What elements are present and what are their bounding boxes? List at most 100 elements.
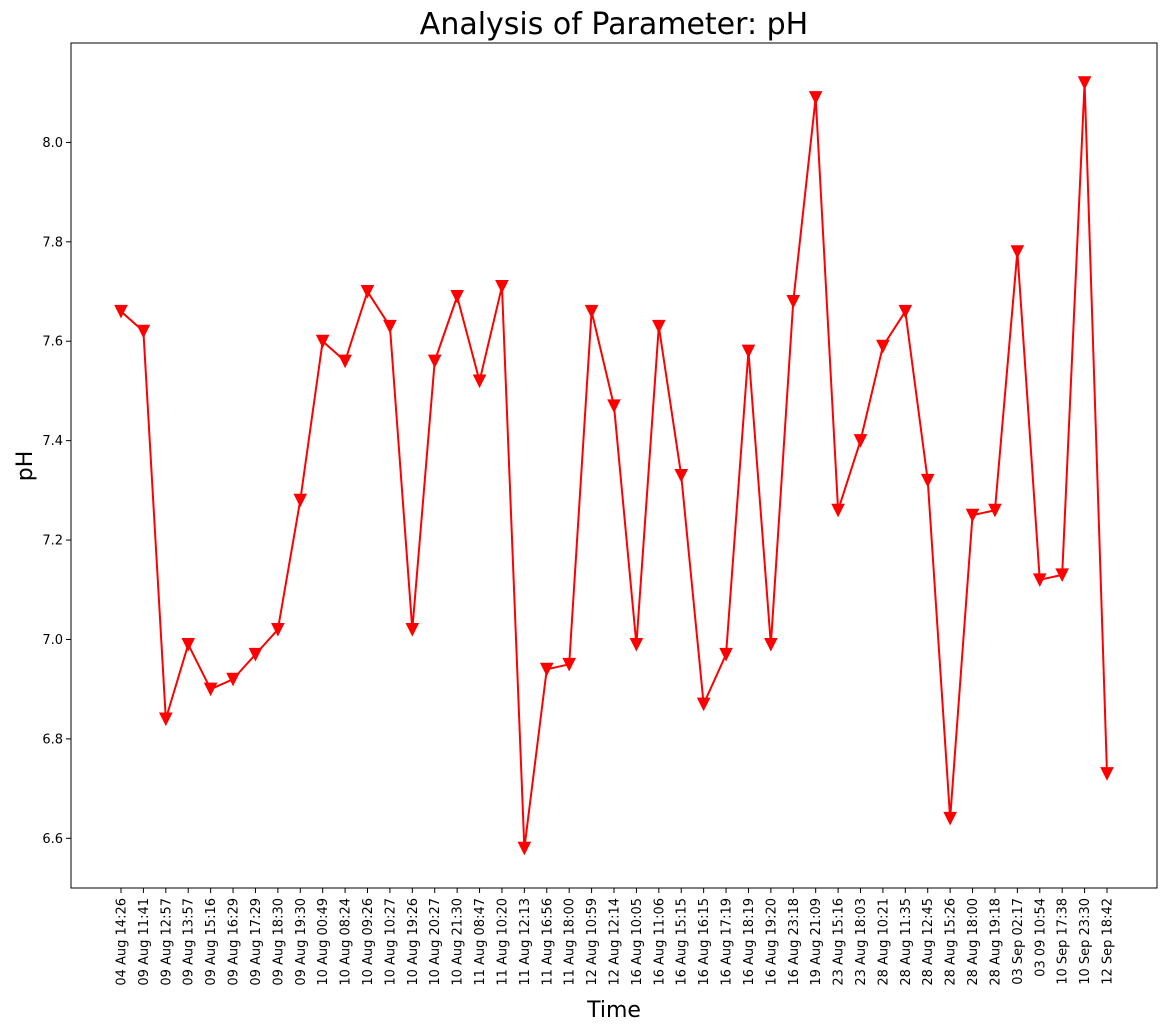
x-tick-label: 11 Aug 12:13 [518, 898, 533, 986]
x-tick-label: 10 Aug 00:49 [316, 898, 331, 986]
data-point-marker [562, 657, 576, 672]
data-point-marker [293, 493, 308, 508]
data-point-marker [898, 304, 913, 319]
data-point-marker [943, 811, 957, 826]
data-point-marker [920, 473, 935, 488]
y-tick-label: 8.0 [42, 136, 63, 151]
data-point-marker [517, 841, 532, 856]
x-tick-label: 09 Aug 12:57 [159, 898, 174, 986]
data-point-marker [786, 294, 801, 309]
data-point-marker [1055, 568, 1069, 582]
x-tick-label: 10 Aug 19:26 [406, 898, 421, 986]
x-tick-label: 10 Sep 23:30 [1078, 898, 1093, 985]
data-point-marker [495, 280, 509, 294]
x-tick-label: 12 Aug 10:59 [585, 898, 600, 986]
x-tick-label: 09 Aug 19:30 [294, 898, 309, 986]
data-point-marker [696, 697, 711, 712]
data-point-marker [629, 637, 644, 652]
data-point-marker [719, 647, 733, 662]
data-point-marker [808, 91, 823, 105]
y-axis-label: pH [13, 451, 38, 482]
x-tick-label: 11 Aug 18:00 [563, 898, 578, 986]
x-tick-label: 10 Sep 17:38 [1056, 898, 1071, 985]
x-tick-label: 23 Aug 15:16 [832, 898, 847, 986]
series-line [120, 81, 1108, 850]
x-tick-label: 03 Sep 02:17 [1011, 898, 1026, 985]
x-tick-label: 16 Aug 15:15 [675, 898, 690, 986]
x-tick-label: 16 Aug 23:18 [787, 898, 802, 986]
x-tick-label: 28 Aug 19:18 [988, 898, 1003, 986]
x-tick-label: 28 Aug 18:00 [966, 898, 981, 986]
data-point-marker [383, 319, 397, 334]
data-point-marker [136, 324, 151, 339]
y-tick-label: 7.8 [42, 235, 63, 250]
data-point-marker [652, 319, 666, 334]
data-point-marker [876, 339, 890, 354]
data-point-marker [203, 682, 218, 697]
x-tick-label: 16 Aug 11:06 [652, 898, 667, 986]
x-tick-label: 19 Aug 21:09 [809, 898, 824, 986]
data-point-marker [472, 374, 487, 389]
x-tick-label: 10 Aug 21:30 [451, 898, 466, 986]
y-tick-label: 6.6 [42, 832, 63, 847]
x-tick-label: 10 Aug 20:27 [428, 898, 443, 986]
x-tick-label: 23 Aug 18:03 [854, 898, 869, 986]
x-tick-label: 11 Aug 08:47 [473, 898, 488, 986]
data-point-marker [607, 399, 621, 413]
data-point-marker [248, 647, 263, 662]
x-tick-label: 16 Aug 17:19 [720, 898, 735, 986]
data-point-marker [114, 304, 128, 319]
x-tick-label: 10 Aug 10:27 [383, 898, 398, 986]
data-point-marker [988, 503, 1002, 518]
data-point-marker [965, 508, 980, 523]
data-point-marker [539, 662, 554, 677]
x-tick-label: 09 Aug 13:57 [182, 898, 197, 986]
data-point-marker [338, 354, 352, 369]
x-tick-label: 09 Aug 16:29 [227, 898, 242, 986]
x-tick-label: 12 Aug 12:14 [608, 898, 623, 986]
x-tick-label: 03 09 10:54 [1033, 898, 1048, 977]
data-point-marker [741, 344, 756, 359]
y-tick-label: 7.0 [42, 633, 63, 648]
data-point-marker [159, 712, 173, 727]
data-point-marker [181, 637, 196, 652]
data-point-marker [584, 304, 599, 319]
x-axis-label: Time [586, 998, 641, 1023]
data-point-marker [764, 637, 778, 652]
x-tick-label: 09 Aug 17:29 [249, 898, 264, 986]
x-tick-label: 09 Aug 18:30 [271, 898, 286, 986]
x-tick-label: 16 Aug 19:20 [764, 898, 779, 986]
y-tick-label: 7.4 [42, 434, 63, 449]
data-point-marker [271, 623, 285, 637]
x-tick-label: 10 Aug 09:26 [361, 898, 376, 986]
x-tick-label: 16 Aug 18:19 [742, 898, 757, 986]
data-point-marker [405, 623, 420, 637]
y-tick-label: 7.6 [42, 335, 63, 350]
data-point-marker [1010, 245, 1025, 259]
plot-area-frame [70, 42, 1158, 889]
y-axis: 6.6 6.8 7.0 7.2 7.4 7.6 7.8 8.0 [42, 136, 71, 847]
x-tick-label: 28 Aug 11:35 [899, 898, 914, 986]
x-tick-label: 16 Aug 10:05 [630, 898, 645, 986]
x-tick-label: 04 Aug 14:26 [115, 898, 130, 986]
data-point-marker [853, 434, 868, 448]
data-point-marker [1077, 76, 1092, 90]
x-axis: 04 Aug 14:26 09 Aug 11:41 09 Aug 12:57 09 A… [115, 888, 1116, 986]
y-tick-label: 6.8 [42, 732, 63, 747]
data-point-marker [450, 290, 464, 304]
data-point-marker [674, 468, 689, 483]
y-tick-label: 7.2 [42, 534, 63, 549]
x-tick-label: 12 Sep 18:42 [1101, 898, 1116, 985]
chart-title: Analysis of Parameter: pH [420, 7, 808, 42]
data-point-marker [226, 672, 240, 687]
data-point-marker [315, 334, 330, 349]
x-tick-label: 09 Aug 11:41 [137, 898, 152, 986]
data-point-marker [360, 285, 375, 299]
x-tick-label: 09 Aug 15:16 [204, 898, 219, 986]
data-point-marker [427, 354, 442, 369]
x-tick-label: 28 Aug 15:26 [944, 898, 959, 986]
x-tick-label: 11 Aug 10:20 [495, 898, 510, 986]
data-point-marker [1032, 573, 1047, 587]
x-tick-label: 11 Aug 16:56 [540, 898, 555, 986]
